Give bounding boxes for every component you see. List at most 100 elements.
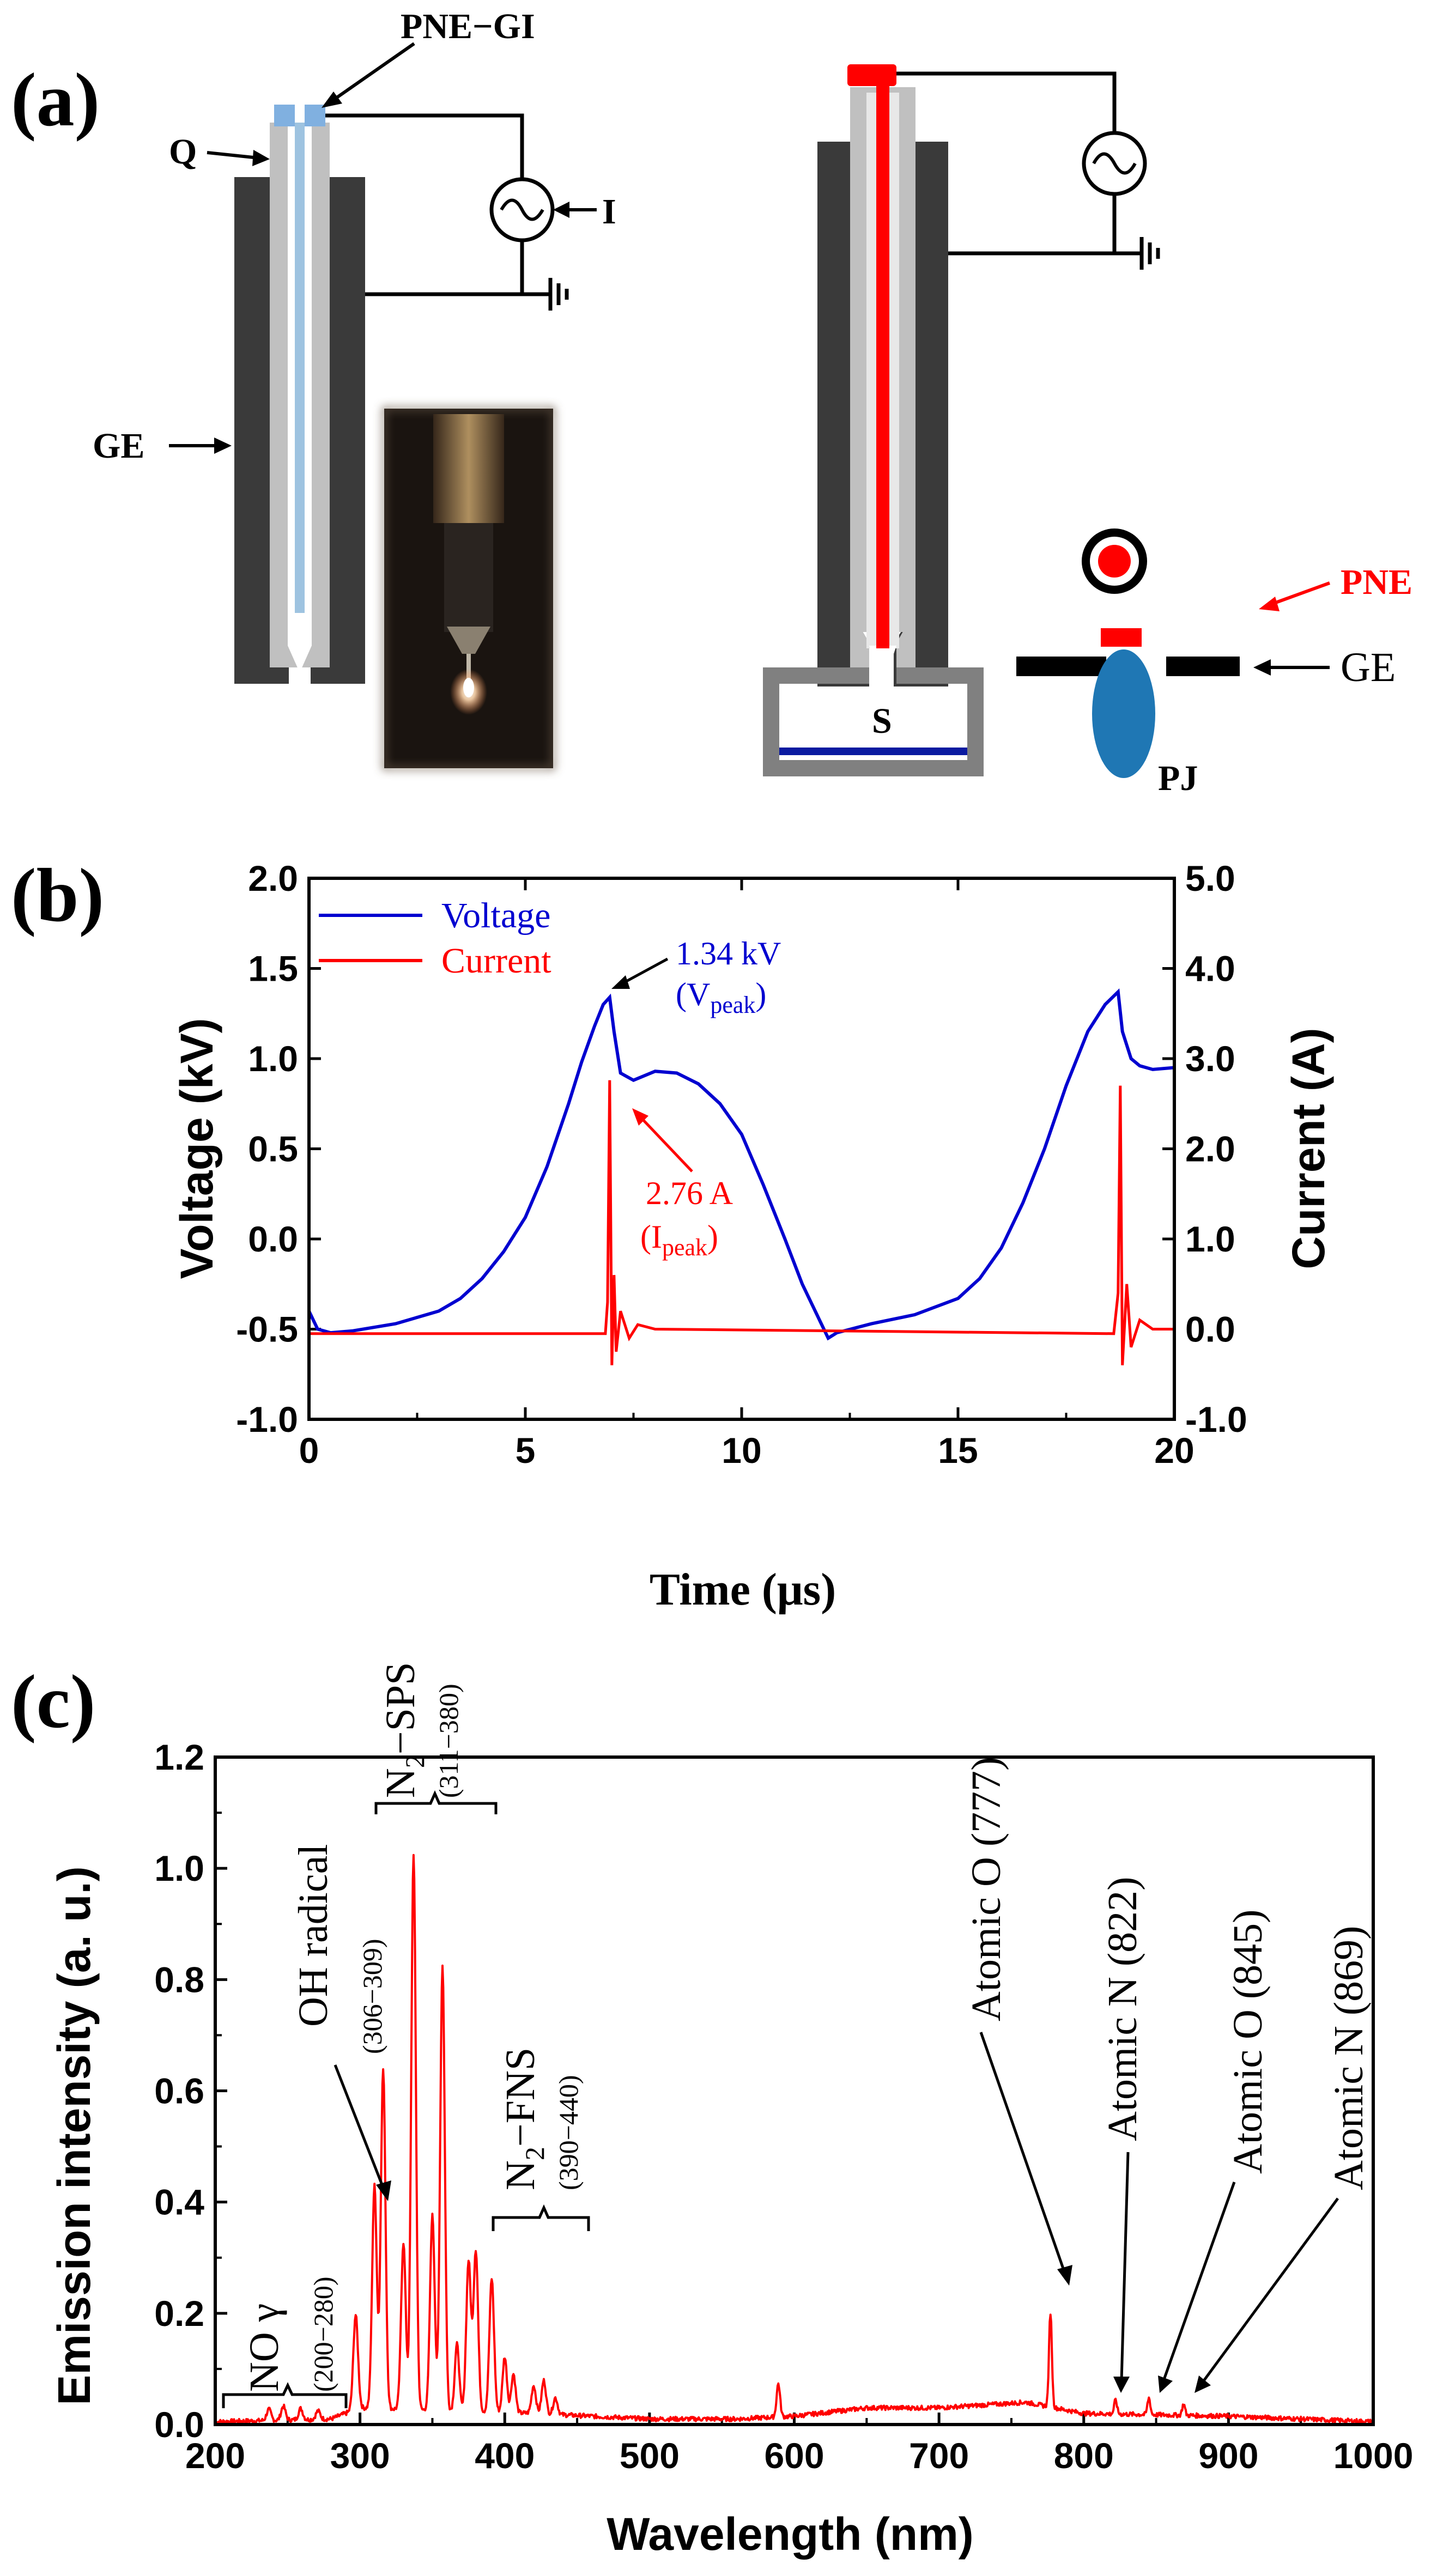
y-tick-label-c: 0.6	[154, 2071, 204, 2111]
x-tick-label-b: 5	[516, 1430, 536, 1471]
x-tick-label-c: 800	[1054, 2435, 1114, 2476]
ann-no-gamma-range: (200−280)	[308, 2277, 338, 2392]
label-i: I	[602, 192, 616, 232]
arrowhead-n869	[1195, 2375, 1211, 2393]
ann-no-gamma-label: NO γ	[241, 2304, 287, 2392]
arrow-n869	[1200, 2197, 1339, 2385]
arrowhead-q	[252, 150, 270, 166]
y-tick-label-right-b: 5.0	[1185, 858, 1235, 898]
y-tick-label-b: 2.0	[248, 858, 298, 898]
y-axis-title-right-b: Current (A)	[1283, 1028, 1334, 1269]
y-axis-title-left-b: Voltage (kV)	[171, 1018, 222, 1279]
hv-wire-right	[896, 71, 1117, 142]
ann-atomic-n-822-label: Atomic N (822)	[1100, 1877, 1145, 2141]
plot-frame-b	[307, 877, 1176, 1421]
ann-n2-fns-range: (390−440)	[553, 2075, 584, 2191]
panel-label-c: (c)	[11, 1660, 95, 1744]
label-ge-left: GE	[93, 426, 144, 466]
ann-atomic-o-777-label: Atomic O (777)	[963, 1757, 1009, 2021]
ground-symbol-right	[1139, 237, 1160, 270]
plasma-jet	[1092, 649, 1155, 778]
photo-inset	[383, 407, 555, 770]
y-tick-label-b: -0.5	[236, 1309, 298, 1350]
ann-oh: OH radical (306−309)	[290, 1844, 391, 2201]
legend-voltage: Voltage	[441, 896, 550, 935]
y-tick-label-right-b: 2.0	[1185, 1129, 1235, 1169]
label-ge-right: GE	[1341, 645, 1396, 690]
x-tick-label-c: 500	[620, 2435, 680, 2476]
ground-electrode-left	[234, 177, 289, 684]
y-tick-label-c: 0.4	[154, 2182, 204, 2222]
arrowhead-pne	[1259, 597, 1280, 611]
y-tick-label-right-b: 4.0	[1185, 949, 1235, 989]
voltage-current-plot: 0 5 10 15 20-1.0-0.50.00.51.01.52.0-1.00.01.…	[236, 858, 1247, 1471]
x-axis-title-c: Wavelength (nm)	[607, 2508, 974, 2560]
top-view-electrode	[1098, 545, 1131, 578]
x-tick-label-c: 1000	[1333, 2435, 1414, 2476]
bracket-no-gamma	[222, 2382, 348, 2408]
series-current	[309, 1080, 1174, 1365]
pne-electrode-red	[876, 76, 889, 648]
arrowhead-o845	[1158, 2375, 1173, 2393]
arrow-oh	[334, 2064, 386, 2191]
ann-n2-fns-label: N2−FNS	[498, 2048, 550, 2190]
y-tick-label-b: 0.5	[248, 1129, 298, 1169]
label-s: S	[872, 701, 892, 741]
y-tick-label-c: 1.2	[154, 1737, 204, 1777]
ground-electrode-r-left	[817, 142, 869, 686]
pne-cap-right	[305, 105, 325, 126]
y-tick-label-b: 1.0	[248, 1038, 298, 1079]
annotation-vpeak: 1.34 kV (Vpeak)	[611, 935, 781, 1018]
panel-b: (b) 0 5 10 15 20-1.0-0.50.00.51.01.52.0-1.00…	[11, 853, 1334, 1615]
x-tick-label-c: 900	[1198, 2435, 1258, 2476]
legend-b: Voltage Current	[319, 896, 551, 981]
bracket-n2-fns	[492, 2204, 590, 2231]
ipeak-value: 2.76 A	[646, 1175, 733, 1211]
ground-electrode-right	[311, 177, 365, 684]
x-tick-label-c: 400	[475, 2435, 535, 2476]
emission-spectrum-plot: 200 300 400 500 600 700 800 900 1000 0.0 0.2 0.4 0.6…	[154, 1737, 1413, 2476]
x-tick-label-b: 0	[299, 1430, 319, 1471]
arrow-vpeak	[621, 957, 669, 985]
arrow-o777	[979, 2032, 1067, 2275]
vpeak-label: (Vpeak)	[676, 976, 766, 1018]
x-tick-label-c: 300	[330, 2435, 390, 2476]
x-tick-label-b: 15	[938, 1430, 978, 1471]
label-pne-gi: PNE−GI	[401, 7, 535, 46]
y-tick-label-b: -1.0	[236, 1399, 298, 1439]
panel-a: (a)	[11, 7, 1412, 798]
y-tick-label-c: 0.0	[154, 2404, 204, 2445]
nozzle-opening-r	[869, 646, 896, 670]
hv-wire-left	[325, 113, 524, 180]
pne-cap-left	[274, 105, 295, 126]
y-tick-label-c: 0.2	[154, 2293, 204, 2334]
label-q: Q	[169, 132, 197, 172]
substrate-line	[779, 748, 967, 755]
bracket-n2-sps	[374, 1790, 498, 1814]
x-tick-label-b: 20	[1154, 1430, 1194, 1471]
arrow-pne-gi	[330, 42, 415, 103]
ann-atomic-o-845-label: Atomic O (845)	[1225, 1910, 1271, 2174]
ge-plate-left	[1016, 657, 1106, 676]
y-tick-label-b: 1.5	[248, 949, 298, 989]
quartz-tip-r2	[896, 610, 915, 667]
ground-wire-left	[365, 240, 524, 296]
ground-symbol-left	[548, 278, 569, 311]
ac-source-left-sine	[500, 198, 544, 221]
ann-atomic-n-822: Atomic N (822)	[1100, 1877, 1145, 2393]
panel-label-a: (a)	[11, 58, 100, 142]
ge-plate-right	[1166, 657, 1240, 676]
label-pj: PJ	[1158, 758, 1198, 798]
quartz-tip-r1	[850, 610, 869, 667]
ann-n2-sps: N2−SPS (311−380)	[374, 1662, 498, 1814]
ann-n2-fns: N2−FNS (390−440)	[492, 2048, 590, 2231]
y-tick-label-right-b: 0.0	[1185, 1309, 1235, 1350]
pne-cap-red	[847, 64, 896, 86]
arrow-pne	[1269, 581, 1331, 606]
nozzle-opening	[288, 646, 312, 670]
ann-atomic-o-777: Atomic O (777)	[963, 1757, 1072, 2286]
ground-electrode-r-right	[894, 142, 948, 686]
arrow-ipeak	[639, 1116, 693, 1172]
ann-atomic-n-869-label: Atomic N (869)	[1326, 1926, 1372, 2190]
left-torch: PNE−GI Q I GE	[93, 7, 616, 770]
